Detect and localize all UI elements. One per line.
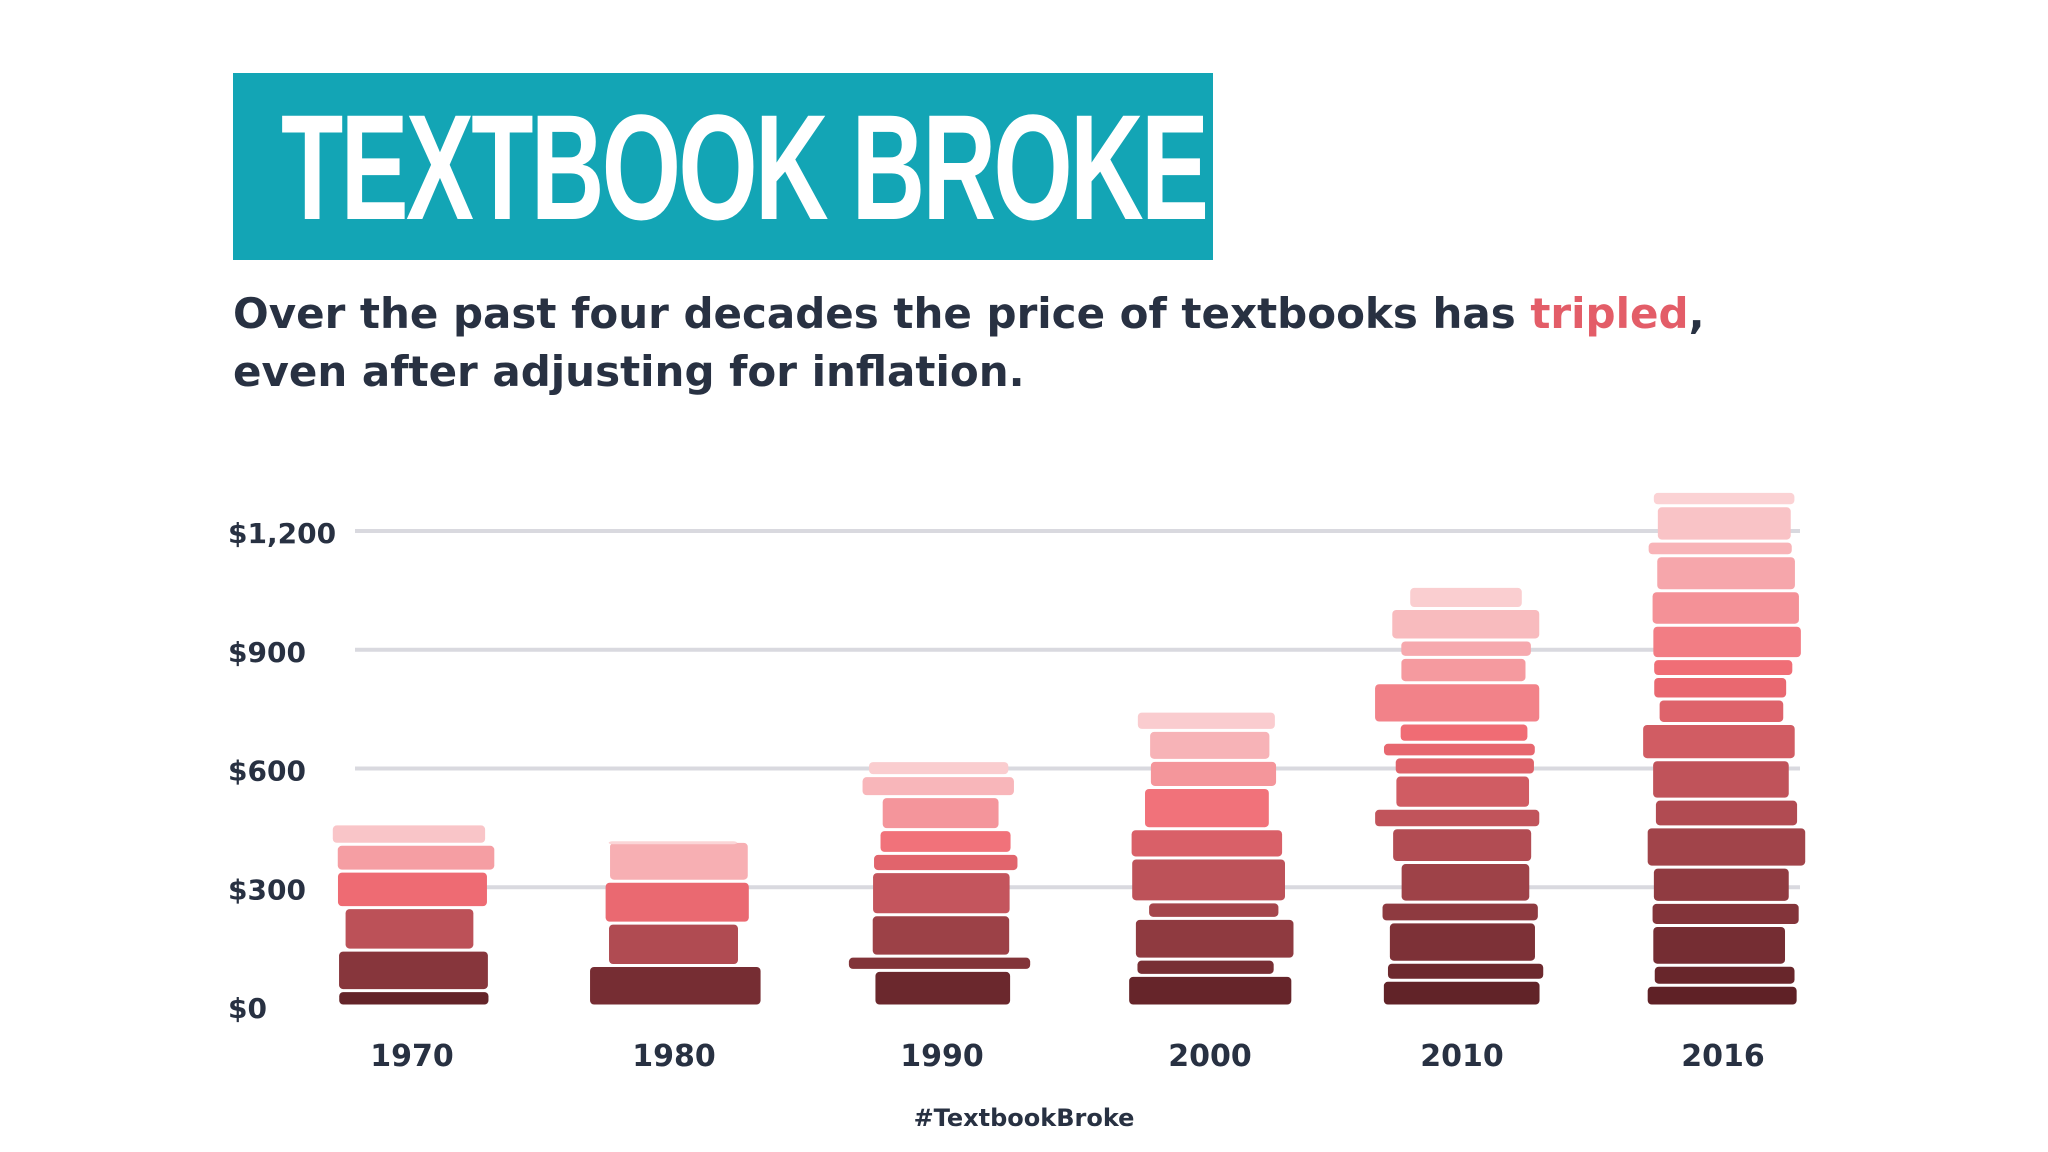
book-block xyxy=(1375,809,1540,827)
book-block xyxy=(848,957,1031,969)
book-block xyxy=(1129,976,1292,1005)
book-block xyxy=(1653,926,1786,964)
book-block xyxy=(875,971,1011,1005)
subtitle-line2: even after adjusting for inflation. xyxy=(233,347,1025,396)
title-banner: TEXTBOOK BROKE xyxy=(233,73,1213,260)
chart-title: TEXTBOOK BROKE xyxy=(281,82,1209,251)
bar-2010 xyxy=(1375,587,1544,1005)
book-block xyxy=(1135,919,1294,958)
book-block xyxy=(1145,788,1269,828)
y-tick-label: $1,200 xyxy=(228,517,336,550)
bar-2016 xyxy=(1643,492,1806,1005)
book-block xyxy=(1401,658,1526,682)
book-block xyxy=(1401,864,1530,901)
book-block xyxy=(1657,507,1791,540)
book-block xyxy=(610,842,748,880)
book-block xyxy=(1653,868,1789,901)
book-block xyxy=(1395,758,1534,774)
bar-1970 xyxy=(332,825,495,1005)
book-block xyxy=(1653,761,1789,798)
book-block xyxy=(1659,700,1784,722)
book-block xyxy=(1150,761,1277,786)
x-tick-label: 2016 xyxy=(1681,1039,1765,1074)
book-block xyxy=(1383,981,1540,1005)
book-block xyxy=(1150,731,1270,759)
book-block xyxy=(1375,684,1540,722)
book-block xyxy=(1657,557,1795,590)
book-block xyxy=(332,825,486,843)
book-block xyxy=(873,873,1010,914)
book-block xyxy=(1137,960,1274,974)
book-block xyxy=(874,854,1018,871)
book-block xyxy=(339,951,488,990)
book-block xyxy=(1393,829,1532,862)
bar-1990 xyxy=(848,762,1031,1005)
book-block xyxy=(1149,903,1279,917)
bar-2000 xyxy=(1129,712,1294,1005)
book-block xyxy=(1137,712,1275,729)
book-block xyxy=(609,924,738,965)
x-tick-label: 1970 xyxy=(370,1039,454,1074)
book-block xyxy=(337,872,487,907)
x-tick-label: 1980 xyxy=(632,1039,716,1074)
book-block xyxy=(1648,542,1792,555)
book-block xyxy=(337,845,495,870)
book-block xyxy=(1652,592,1799,624)
book-block xyxy=(880,831,1011,852)
book-block xyxy=(1643,724,1795,759)
book-block xyxy=(1652,903,1799,924)
book-block xyxy=(1396,776,1530,807)
x-tick-label: 1990 xyxy=(900,1039,984,1074)
book-block xyxy=(345,909,474,949)
chart-subtitle: Over the past four decades the price of … xyxy=(233,285,1793,401)
subtitle-highlight: tripled xyxy=(1530,289,1689,338)
x-tick-label: 2010 xyxy=(1420,1039,1504,1074)
book-block xyxy=(1383,743,1535,756)
book-block xyxy=(1653,492,1795,505)
y-tick-label: $300 xyxy=(228,873,306,906)
book-block xyxy=(872,916,1010,955)
book-block xyxy=(1654,678,1787,698)
x-tick-label: 2000 xyxy=(1168,1039,1252,1074)
book-block xyxy=(862,777,1014,796)
book-block xyxy=(1382,903,1538,921)
subtitle-punct: , xyxy=(1688,289,1705,338)
book-block xyxy=(869,762,1009,775)
y-tick-label: $600 xyxy=(228,755,306,788)
book-block xyxy=(1410,587,1522,607)
book-block xyxy=(1131,830,1283,857)
book-block xyxy=(1132,859,1285,901)
book-block xyxy=(1647,828,1806,866)
book-block xyxy=(590,967,761,1005)
y-tick-label: $900 xyxy=(228,636,306,669)
hashtag: #TextbookBroke xyxy=(913,1104,1135,1132)
book-block xyxy=(1654,660,1793,676)
book-block xyxy=(1387,963,1544,979)
bar-1980 xyxy=(590,841,761,1005)
subtitle-text: Over the past four decades the price of … xyxy=(233,289,1531,338)
y-tick-label: $0 xyxy=(228,992,267,1025)
book-block xyxy=(1654,966,1795,984)
book-block xyxy=(1653,626,1801,658)
book-block xyxy=(608,841,738,845)
book-block xyxy=(1400,724,1528,741)
book-block xyxy=(1647,986,1797,1005)
book-block xyxy=(339,992,489,1005)
book-block xyxy=(1392,609,1540,639)
book-block xyxy=(605,882,749,922)
book-block xyxy=(1401,641,1531,656)
book-block xyxy=(882,798,999,829)
book-block xyxy=(1655,800,1798,826)
book-block xyxy=(1389,923,1535,961)
